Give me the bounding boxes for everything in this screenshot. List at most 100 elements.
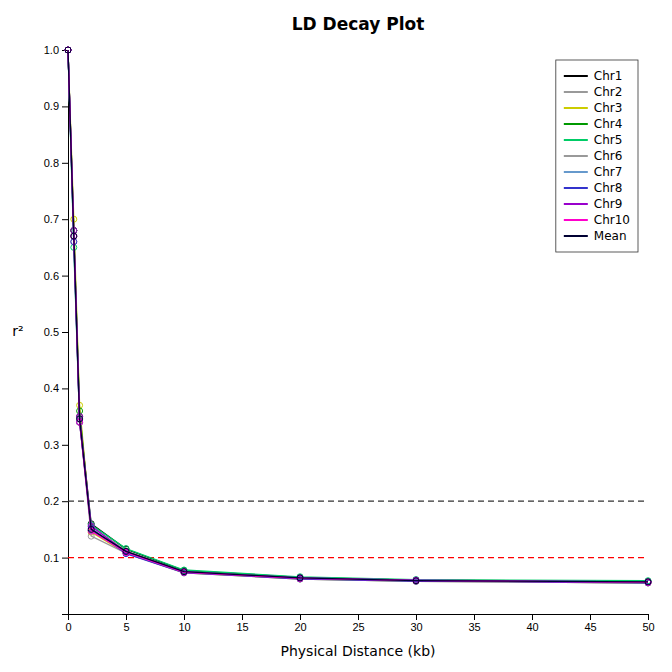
y-tick: 0.1 — [44, 552, 68, 564]
x-tick-label: 45 — [584, 621, 596, 633]
y-tick: 0.9 — [44, 100, 68, 112]
y-axis-label: r² — [12, 323, 23, 339]
legend-label: Chr8 — [594, 181, 623, 195]
y-tick-mark — [62, 558, 68, 559]
series-markers — [65, 47, 651, 586]
legend-label: Chr10 — [594, 213, 630, 227]
y-tick-label: 0.4 — [44, 382, 59, 394]
x-tick-label: 5 — [123, 621, 129, 633]
point-marker — [65, 47, 71, 53]
series-markers — [65, 47, 651, 584]
legend-swatch — [564, 139, 588, 141]
y-tick-mark — [62, 445, 68, 446]
y-tick-mark — [62, 219, 68, 220]
y-tick-label: 0.5 — [44, 326, 59, 338]
legend-entry: Chr9 — [564, 197, 623, 211]
legend-swatch — [564, 123, 588, 125]
series-markers — [65, 47, 651, 585]
x-tick-label: 20 — [294, 621, 306, 633]
y-tick: 0.3 — [44, 439, 68, 451]
y-tick-label: 0.2 — [44, 495, 59, 507]
series-markers — [65, 47, 651, 586]
plot: 051015202530354045500.10.20.30.40.50.60.… — [44, 44, 655, 633]
y-tick-label: 0.1 — [44, 552, 59, 564]
point-marker — [71, 233, 77, 239]
legend-swatch — [564, 75, 588, 77]
series-line — [68, 50, 648, 582]
x-tick-label: 40 — [526, 621, 538, 633]
y-axis-line — [62, 51, 69, 615]
x-tick-label: 15 — [236, 621, 248, 633]
legend-label: Chr2 — [594, 85, 623, 99]
legend-label: Chr7 — [594, 165, 623, 179]
point-marker — [297, 575, 303, 581]
x-tick-mark — [648, 614, 649, 620]
point-marker — [181, 569, 187, 575]
series-line — [68, 50, 648, 582]
x-tick: 0 — [65, 614, 71, 633]
series-line — [68, 50, 648, 583]
series-markers — [65, 47, 651, 585]
series-line — [68, 50, 648, 581]
x-axis-label: Physical Distance (kb) — [281, 643, 436, 659]
point-marker — [645, 579, 651, 585]
legend-label: Chr9 — [594, 197, 623, 211]
y-tick-mark — [62, 163, 68, 164]
y-tick: 0.2 — [44, 495, 68, 507]
reference-line — [68, 501, 648, 502]
y-tick-label: 0.3 — [44, 439, 59, 451]
x-tick: 10 — [178, 614, 190, 633]
y-tick: 0.5 — [44, 326, 68, 338]
legend-entry: Chr5 — [564, 133, 623, 147]
y-tick-label: 0.9 — [44, 100, 59, 112]
x-tick-label: 25 — [352, 621, 364, 633]
series-line — [68, 50, 648, 582]
point-marker — [77, 416, 83, 422]
y-tick-mark — [62, 501, 68, 502]
legend-entry: Chr8 — [564, 181, 623, 195]
series-line — [68, 50, 648, 581]
y-tick-mark — [62, 106, 68, 107]
legend-label: Mean — [594, 229, 627, 243]
x-tick-mark — [532, 614, 533, 620]
y-tick-label: 0.8 — [44, 157, 59, 169]
x-axis-line — [69, 615, 649, 621]
legend-entry: Chr4 — [564, 117, 623, 131]
series-line — [68, 50, 648, 582]
y-tick-mark — [62, 388, 68, 389]
legend-swatch — [564, 219, 588, 221]
legend-label: Chr5 — [594, 133, 623, 147]
y-tick-label: 1.0 — [44, 44, 59, 56]
reference-line — [68, 557, 648, 558]
x-tick-mark — [184, 614, 185, 620]
series-markers — [65, 47, 651, 585]
legend-label: Chr4 — [594, 117, 623, 131]
series-line — [68, 50, 648, 583]
series-markers — [65, 47, 651, 585]
y-tick: 0.4 — [44, 382, 68, 394]
x-tick-mark — [358, 614, 359, 620]
x-tick-mark — [474, 614, 475, 620]
series-markers — [65, 47, 651, 585]
legend-box — [556, 60, 638, 252]
legend-swatch — [564, 91, 588, 93]
point-marker — [413, 578, 419, 584]
legend: Chr1 Chr2 Chr3 Chr4 Chr5 Chr6 Chr7 Chr8 Chr9 Chr1… — [556, 60, 638, 252]
point-marker — [88, 526, 94, 532]
legend-swatch — [564, 235, 588, 237]
x-tick-label: 0 — [65, 621, 71, 633]
legend-label: Chr6 — [594, 149, 623, 163]
x-tick: 50 — [642, 614, 654, 633]
x-tick: 25 — [352, 614, 364, 633]
legend-swatch — [564, 155, 588, 157]
point-marker — [123, 548, 129, 554]
y-tick: 0.6 — [44, 270, 68, 282]
x-tick-mark — [300, 614, 301, 620]
x-tick: 15 — [236, 614, 248, 633]
y-tick-mark — [62, 332, 68, 333]
legend-entry: Chr1 — [564, 69, 623, 83]
legend-label: Chr3 — [594, 101, 623, 115]
legend-swatch — [564, 203, 588, 205]
legend-swatch — [564, 187, 588, 189]
x-tick-mark — [242, 614, 243, 620]
